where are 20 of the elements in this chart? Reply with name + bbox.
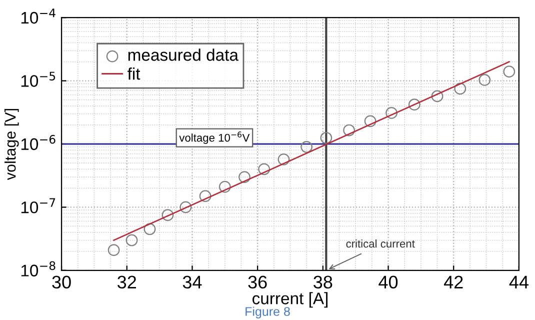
y-tick-label: 10$^{−5}$ (21, 72, 56, 87)
legend-label: measured data (128, 48, 238, 61)
annotation: critical current (346, 239, 415, 248)
caption: Figure 8 (246, 306, 290, 318)
ref-line-label: voltage 10$^{−6}$V (179, 132, 250, 144)
y-tick-label: 10$^{−7}$ (21, 198, 56, 214)
y-tick-label: 10$^{−4}$ (21, 8, 56, 24)
x-tick-label: 34 (182, 276, 202, 289)
x-tick-label: 30 (52, 276, 71, 289)
y-axis-title: voltage [V] (4, 108, 19, 180)
x-tick-label: 44 (509, 276, 528, 288)
x-tick-label: 40 (378, 276, 398, 289)
x-tick-label: 42 (444, 276, 463, 288)
x-tick-label: 36 (248, 276, 267, 289)
x-axis-title: current [A] (252, 292, 328, 308)
legend-label: fit (128, 68, 140, 80)
y-tick-label: 10$^{−6}$ (21, 134, 56, 150)
y-tick-label: 10$^{−8}$ (21, 261, 56, 276)
x-tick-label: 38 (314, 276, 332, 289)
x-tick-label: 32 (118, 276, 136, 289)
